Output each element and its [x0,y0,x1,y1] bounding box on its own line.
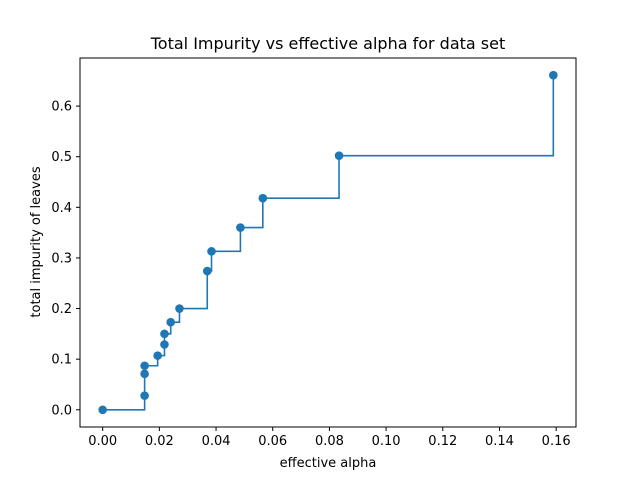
x-tick-label: 0.12 [428,434,457,449]
chart-title: Total Impurity vs effective alpha for da… [150,34,506,53]
data-point [549,70,558,80]
data-point [140,361,149,371]
y-axis-label: total impurity of leaves [29,166,44,317]
x-tick-label: 0.00 [88,434,117,449]
axes-frame [79,57,577,428]
x-tick-label: 0.08 [315,434,344,449]
data-point [160,340,169,349]
data-point [236,223,245,232]
data-point [175,304,184,313]
data-point [160,329,169,339]
x-tick-label: 0.04 [202,434,231,449]
data-point [166,317,175,327]
x-axis: 0.00 0.02 0.04 0.06 0.08 0.10 0.12 0.14 0.16 [88,427,571,449]
y-tick-label: 0.2 [51,302,72,317]
y-axis: 0.0 0.1 0.2 0.3 0.4 0.5 0.6 [51,100,80,418]
data-point [334,151,344,160]
data-point [207,247,216,256]
data-point [140,369,149,379]
y-tick-label: 0.4 [51,201,72,216]
data-point [140,391,149,400]
x-tick-label: 0.02 [145,434,174,449]
y-tick-label: 0.3 [51,251,72,266]
x-tick-label: 0.06 [258,434,287,449]
data-point [153,351,162,360]
data-point [98,405,107,415]
x-tick-label: 0.10 [372,434,401,449]
x-tick-label: 0.16 [542,434,571,449]
data-series [98,70,558,415]
data-point [258,193,268,203]
y-tick-label: 0.6 [51,100,72,115]
y-tick-label: 0.5 [51,150,72,165]
y-tick-label: 0.1 [51,353,72,368]
x-tick-label: 0.14 [485,434,514,449]
y-tick-label: 0.0 [51,403,72,418]
data-point [202,266,212,276]
x-axis-label: effective alpha [280,456,377,471]
plot-area [79,57,577,428]
